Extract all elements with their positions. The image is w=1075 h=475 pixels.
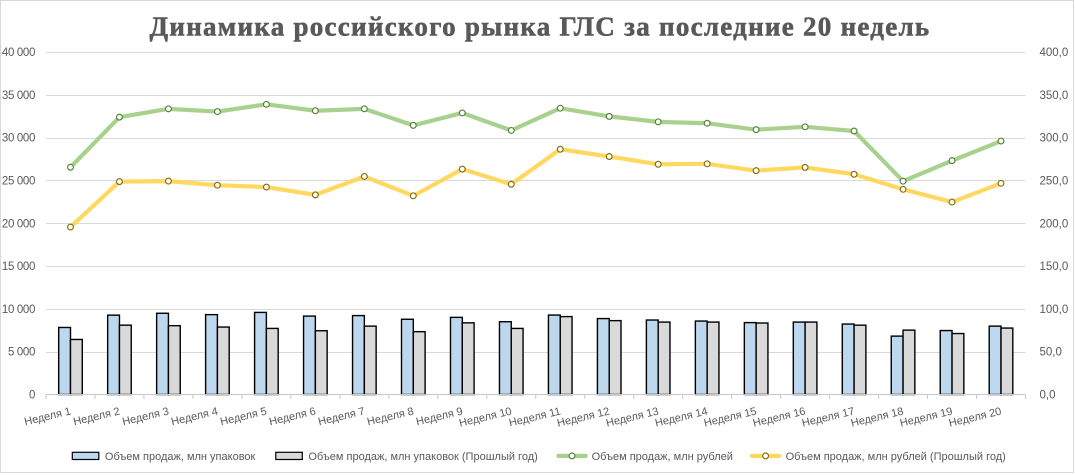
svg-text:25 000: 25 000	[2, 176, 35, 188]
svg-text:15 000: 15 000	[2, 261, 35, 273]
svg-text:Объем продаж, млн упаковок (Пр: Объем продаж, млн упаковок (Прошлый год)	[308, 451, 537, 463]
svg-text:35 000: 35 000	[2, 90, 35, 102]
svg-text:Объем продаж, млн рублей: Объем продаж, млн рублей	[592, 451, 733, 463]
svg-text:Объем продаж, млн рублей (Прош: Объем продаж, млн рублей (Прошлый год)	[786, 451, 1006, 463]
svg-text:150,0: 150,0	[1040, 261, 1069, 273]
svg-text:30 000: 30 000	[2, 133, 35, 145]
svg-text:Динамика российского рынка ГЛС: Динамика российского рынка ГЛС за послед…	[150, 12, 931, 42]
svg-text:200,0: 200,0	[1040, 218, 1069, 230]
svg-text:300,0: 300,0	[1040, 133, 1069, 145]
svg-text:10 000: 10 000	[2, 304, 35, 316]
svg-text:250,0: 250,0	[1040, 176, 1069, 188]
svg-text:100,0: 100,0	[1040, 304, 1069, 316]
svg-text:40 000: 40 000	[2, 47, 35, 59]
svg-text:350,0: 350,0	[1040, 90, 1069, 102]
svg-text:0,0: 0,0	[1040, 390, 1056, 402]
svg-text:Объем продаж, млн упаковок: Объем продаж, млн упаковок	[105, 451, 256, 463]
svg-text:5 000: 5 000	[8, 347, 35, 359]
svg-text:20 000: 20 000	[2, 218, 35, 230]
svg-text:0: 0	[29, 390, 35, 402]
svg-text:400,0: 400,0	[1040, 47, 1069, 59]
svg-text:50,0: 50,0	[1040, 347, 1062, 359]
